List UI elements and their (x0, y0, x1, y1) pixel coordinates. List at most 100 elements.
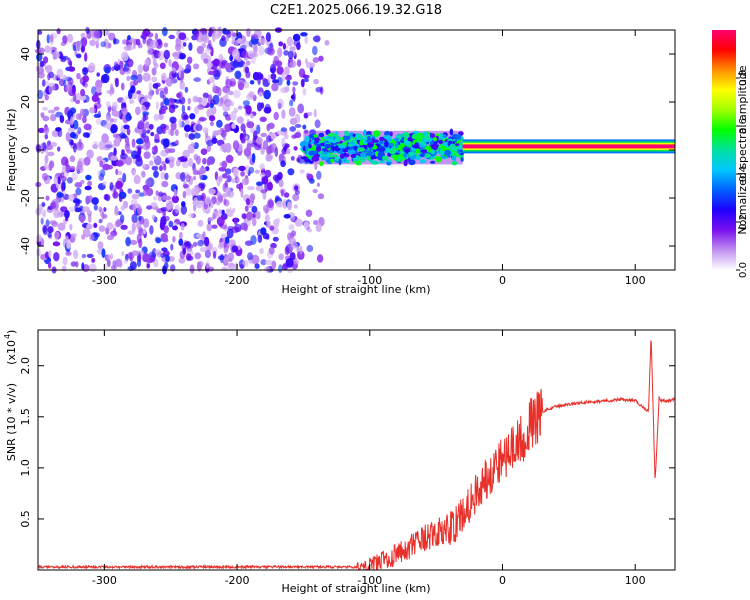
spectrogram-tone-band (462, 144, 675, 149)
spectrogram-cell (41, 79, 46, 87)
spectrogram-cell (136, 90, 142, 95)
spectrogram-cell (291, 134, 297, 139)
spectrogram-cell (60, 197, 65, 203)
spectrogram-cell (50, 142, 58, 147)
spectrogram-cell (208, 115, 216, 122)
spectrogram-cell (264, 259, 273, 265)
spectrogram-cell (204, 196, 211, 205)
spectrogram-cell (60, 156, 69, 167)
spectrogram-cell (124, 142, 131, 152)
spectrogram-cell (311, 155, 320, 162)
spectrogram-cell (82, 67, 88, 76)
spectrogram-cell (237, 81, 245, 91)
spectrogram-cell (312, 35, 321, 42)
spectrogram-cell (181, 201, 186, 208)
spectrogram-cell (245, 259, 249, 267)
spectrogram-cell (337, 144, 346, 149)
spectrogram-cell (216, 119, 223, 128)
spectrogram-cell (209, 121, 214, 127)
spectrogram-cell (245, 198, 251, 206)
spectrogram-cell (216, 201, 221, 206)
spectrogram-cell (183, 42, 187, 47)
spectrogram-cell (73, 119, 79, 130)
spectrogram-cell (41, 202, 46, 207)
spectrogram-cell (389, 131, 393, 137)
spectrogram-cell (121, 133, 127, 139)
spectrogram-cell (287, 168, 295, 176)
spectrogram-cell (230, 101, 234, 107)
spectrogram-cell (226, 209, 234, 217)
spectrogram-cell (245, 60, 251, 66)
spectrogram-cell (287, 201, 292, 211)
spectrogram-cell (99, 169, 106, 178)
spectrogram-cell (84, 185, 92, 191)
spectrogram-cell (68, 194, 75, 202)
spectrogram-cell (148, 123, 154, 130)
spectrogram-cell (53, 252, 60, 262)
spectrogram-ytick-label: -20 (19, 189, 32, 207)
spectrogram-cell (403, 159, 408, 167)
spectrogram-cell (37, 127, 45, 133)
spectrogram-cell (75, 113, 81, 120)
spectrogram-cell (254, 144, 262, 151)
spectrogram-cell (217, 210, 222, 219)
spectrogram-cell (342, 148, 348, 153)
spectrogram-cell (393, 137, 400, 142)
spectrogram-cell (308, 144, 312, 149)
spectrogram-cell (316, 254, 324, 263)
snr-frame (37, 329, 676, 571)
spectrogram-cell (113, 118, 118, 123)
spectrogram-cell (290, 94, 295, 100)
spectrogram-cell (253, 43, 258, 54)
spectrogram-cell (221, 35, 226, 42)
spectrogram-cell (231, 178, 236, 184)
spectrogram-cell (161, 126, 166, 134)
spectrogram-cell (153, 170, 159, 178)
spectrogram-cell (251, 217, 257, 227)
spectrogram-cell (122, 172, 127, 183)
spectrogram-cell (292, 193, 300, 202)
spectrogram-cell (305, 61, 313, 69)
spectrogram-cell (202, 92, 209, 99)
spectrogram-cell (193, 63, 200, 70)
spectrogram-cell (162, 138, 170, 148)
spectrogram-cell (44, 45, 51, 53)
spectrogram-cell (67, 33, 74, 43)
spectrogram-cell (439, 132, 443, 139)
spectrogram-cell (173, 188, 177, 197)
spectrogram-cell (312, 188, 318, 194)
spectrogram-cell (208, 188, 216, 195)
spectrogram-cell (53, 208, 60, 219)
spectrogram-cell (125, 156, 133, 166)
figure-title: C2E1.2025.066.19.32.G18 (270, 3, 442, 18)
spectrogram-cell (222, 27, 228, 35)
spectrogram-cell (122, 39, 127, 45)
spectrogram-cell (318, 140, 325, 143)
spectrogram-cell (131, 213, 138, 224)
spectrogram-cell (452, 135, 456, 140)
spectrogram-cell (95, 79, 103, 90)
spectrogram-cell (69, 223, 73, 231)
spectrogram-cell (457, 134, 462, 141)
spectrogram-cell (161, 195, 169, 201)
spectrogram-cell (118, 260, 123, 268)
spectrogram-cell (407, 137, 412, 142)
spectrogram-cell (47, 72, 51, 81)
spectrogram-cell (81, 234, 86, 240)
spectrogram-cell (74, 182, 83, 188)
spectrogram-cell (227, 190, 235, 198)
spectrogram-cell (327, 152, 331, 158)
spectrogram-cell (363, 129, 367, 137)
snr-ticks: -300 -200 -100 0 100 0.5 1.0 1.5 2.0 (19, 330, 675, 587)
spectrogram-cell (284, 86, 290, 93)
spectrogram-cell (105, 194, 111, 202)
spectrogram-cell (356, 162, 362, 166)
spectrogram-cell (62, 35, 68, 44)
snr-ylabel: SNR (10 * v/v) (5, 383, 18, 461)
spectrogram-cell (247, 186, 255, 191)
spectrogram-cell (42, 226, 48, 236)
spectrogram-cell (218, 53, 224, 62)
spectrogram-cells (34, 26, 675, 275)
spectrogram-cell (221, 209, 225, 215)
spectrogram-cell (288, 50, 294, 60)
